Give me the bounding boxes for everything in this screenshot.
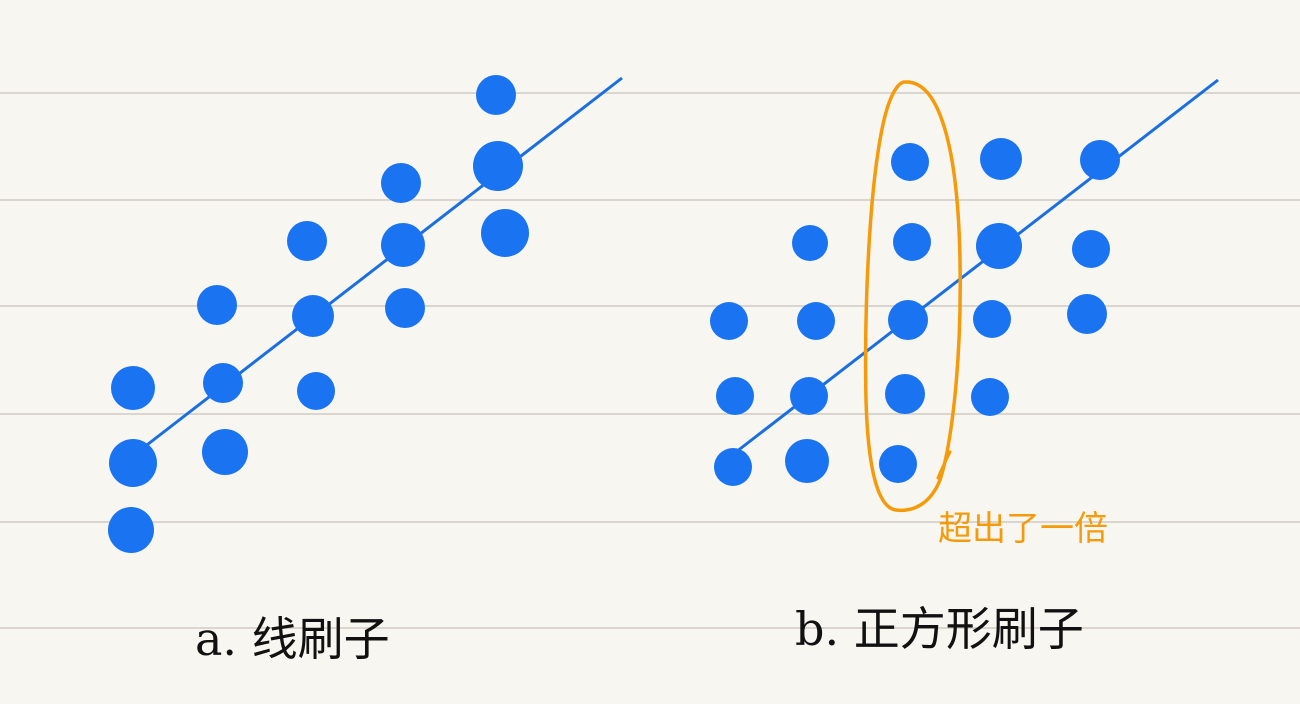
diagram-a: a. 线刷子 bbox=[108, 75, 623, 666]
highlight-tail bbox=[936, 450, 952, 480]
annotation-text: 超出了一倍 bbox=[938, 509, 1108, 549]
diagram-b-caption: b. 正方形刷子 bbox=[795, 602, 1084, 656]
brush-dot bbox=[888, 300, 928, 340]
brush-dot bbox=[381, 163, 421, 203]
brush-dot bbox=[976, 223, 1022, 269]
brush-dot bbox=[716, 377, 754, 415]
brush-dot bbox=[111, 366, 155, 410]
brush-dot bbox=[473, 141, 523, 191]
brush-dot bbox=[297, 372, 335, 410]
brush-dot bbox=[1067, 294, 1107, 334]
brush-dot bbox=[893, 223, 931, 261]
brush-dot bbox=[714, 448, 752, 486]
brush-dot bbox=[792, 225, 828, 261]
diagram-b: 超出了一倍 b. 正方形刷子 bbox=[710, 78, 1219, 656]
brush-dot bbox=[971, 378, 1009, 416]
diagram-a-caption: a. 线刷子 bbox=[195, 612, 390, 666]
brush-dot bbox=[292, 295, 334, 337]
brush-dot bbox=[885, 374, 925, 414]
brush-dot bbox=[385, 288, 425, 328]
diagram-a-dots bbox=[108, 75, 529, 553]
brush-dot bbox=[797, 302, 835, 340]
brush-dot bbox=[980, 138, 1022, 180]
brush-dot bbox=[202, 429, 248, 475]
brush-dot bbox=[790, 377, 828, 415]
brush-dot bbox=[1080, 140, 1120, 180]
brush-dot bbox=[476, 75, 516, 115]
brush-dot bbox=[381, 223, 425, 267]
brush-dot bbox=[108, 507, 154, 553]
brush-dot bbox=[1072, 230, 1110, 268]
brush-dot bbox=[879, 445, 917, 483]
brush-dot bbox=[481, 209, 529, 257]
brush-dot bbox=[197, 285, 237, 325]
brush-dot bbox=[203, 363, 243, 403]
brush-dot bbox=[710, 302, 748, 340]
brush-dot bbox=[785, 439, 829, 483]
brush-dot bbox=[287, 221, 327, 261]
diagram-b-dots bbox=[710, 138, 1120, 486]
brush-dot bbox=[973, 300, 1011, 338]
brush-dot bbox=[891, 143, 929, 181]
highlight-ellipse bbox=[863, 80, 962, 513]
brush-dot bbox=[109, 439, 157, 487]
